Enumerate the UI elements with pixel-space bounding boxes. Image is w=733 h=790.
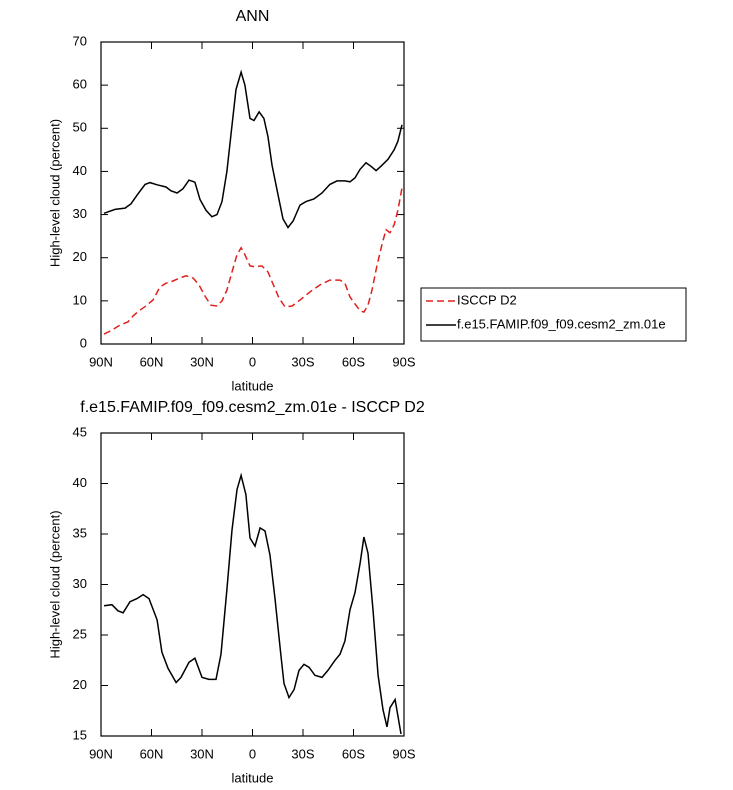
x-tick-label: 30S xyxy=(291,746,314,761)
y-tick-label: 60 xyxy=(73,77,87,92)
x-tick-label: 60S xyxy=(342,746,365,761)
x-tick-label: 90S xyxy=(392,746,415,761)
y-tick-label: 20 xyxy=(73,677,87,692)
y-tick-label: 45 xyxy=(73,424,87,439)
x-tick-label: 30N xyxy=(190,354,214,369)
y-tick-label: 40 xyxy=(73,475,87,490)
y-tick-label: 50 xyxy=(73,120,87,135)
data-line xyxy=(103,187,403,335)
y-tick-label: 30 xyxy=(73,206,87,221)
y-tick-label: 30 xyxy=(73,576,87,591)
y-tick-label: 15 xyxy=(73,727,87,742)
x-tick-label: 90N xyxy=(89,746,113,761)
x-axis-label: latitude xyxy=(232,378,274,393)
x-tick-label: 90S xyxy=(392,354,415,369)
data-line xyxy=(103,472,402,735)
y-tick-label: 40 xyxy=(73,163,87,178)
y-axis-label: High-level cloud (percent) xyxy=(47,119,62,267)
x-tick-label: 30S xyxy=(291,354,314,369)
x-tick-label: 60N xyxy=(140,746,164,761)
y-tick-label: 10 xyxy=(73,292,87,307)
data-line xyxy=(103,69,403,229)
y-tick-label: 35 xyxy=(73,525,87,540)
x-tick-label: 60N xyxy=(140,354,164,369)
x-tick-label: 60S xyxy=(342,354,365,369)
x-tick-label: 30N xyxy=(190,746,214,761)
legend-label: ISCCP D2 xyxy=(457,292,517,307)
chart-title: f.e15.FAMIP.f09_f09.cesm2_zm.01e - ISCCP… xyxy=(80,399,425,416)
y-tick-label: 0 xyxy=(80,335,87,350)
y-tick-label: 20 xyxy=(73,249,87,264)
plot-frame xyxy=(100,41,405,345)
y-tick-label: 25 xyxy=(73,626,87,641)
y-axis-label: High-level cloud (percent) xyxy=(47,510,62,658)
y-tick-label: 70 xyxy=(73,33,87,48)
legend-label: f.e15.FAMIP.f09_f09.cesm2_zm.01e xyxy=(457,316,666,331)
x-axis-label: latitude xyxy=(232,770,274,785)
plot-frame xyxy=(100,432,405,737)
chart-title: ANN xyxy=(236,8,270,25)
x-tick-label: 0 xyxy=(249,746,256,761)
x-tick-label: 90N xyxy=(89,354,113,369)
x-tick-label: 0 xyxy=(249,354,256,369)
legend-box xyxy=(420,287,687,342)
